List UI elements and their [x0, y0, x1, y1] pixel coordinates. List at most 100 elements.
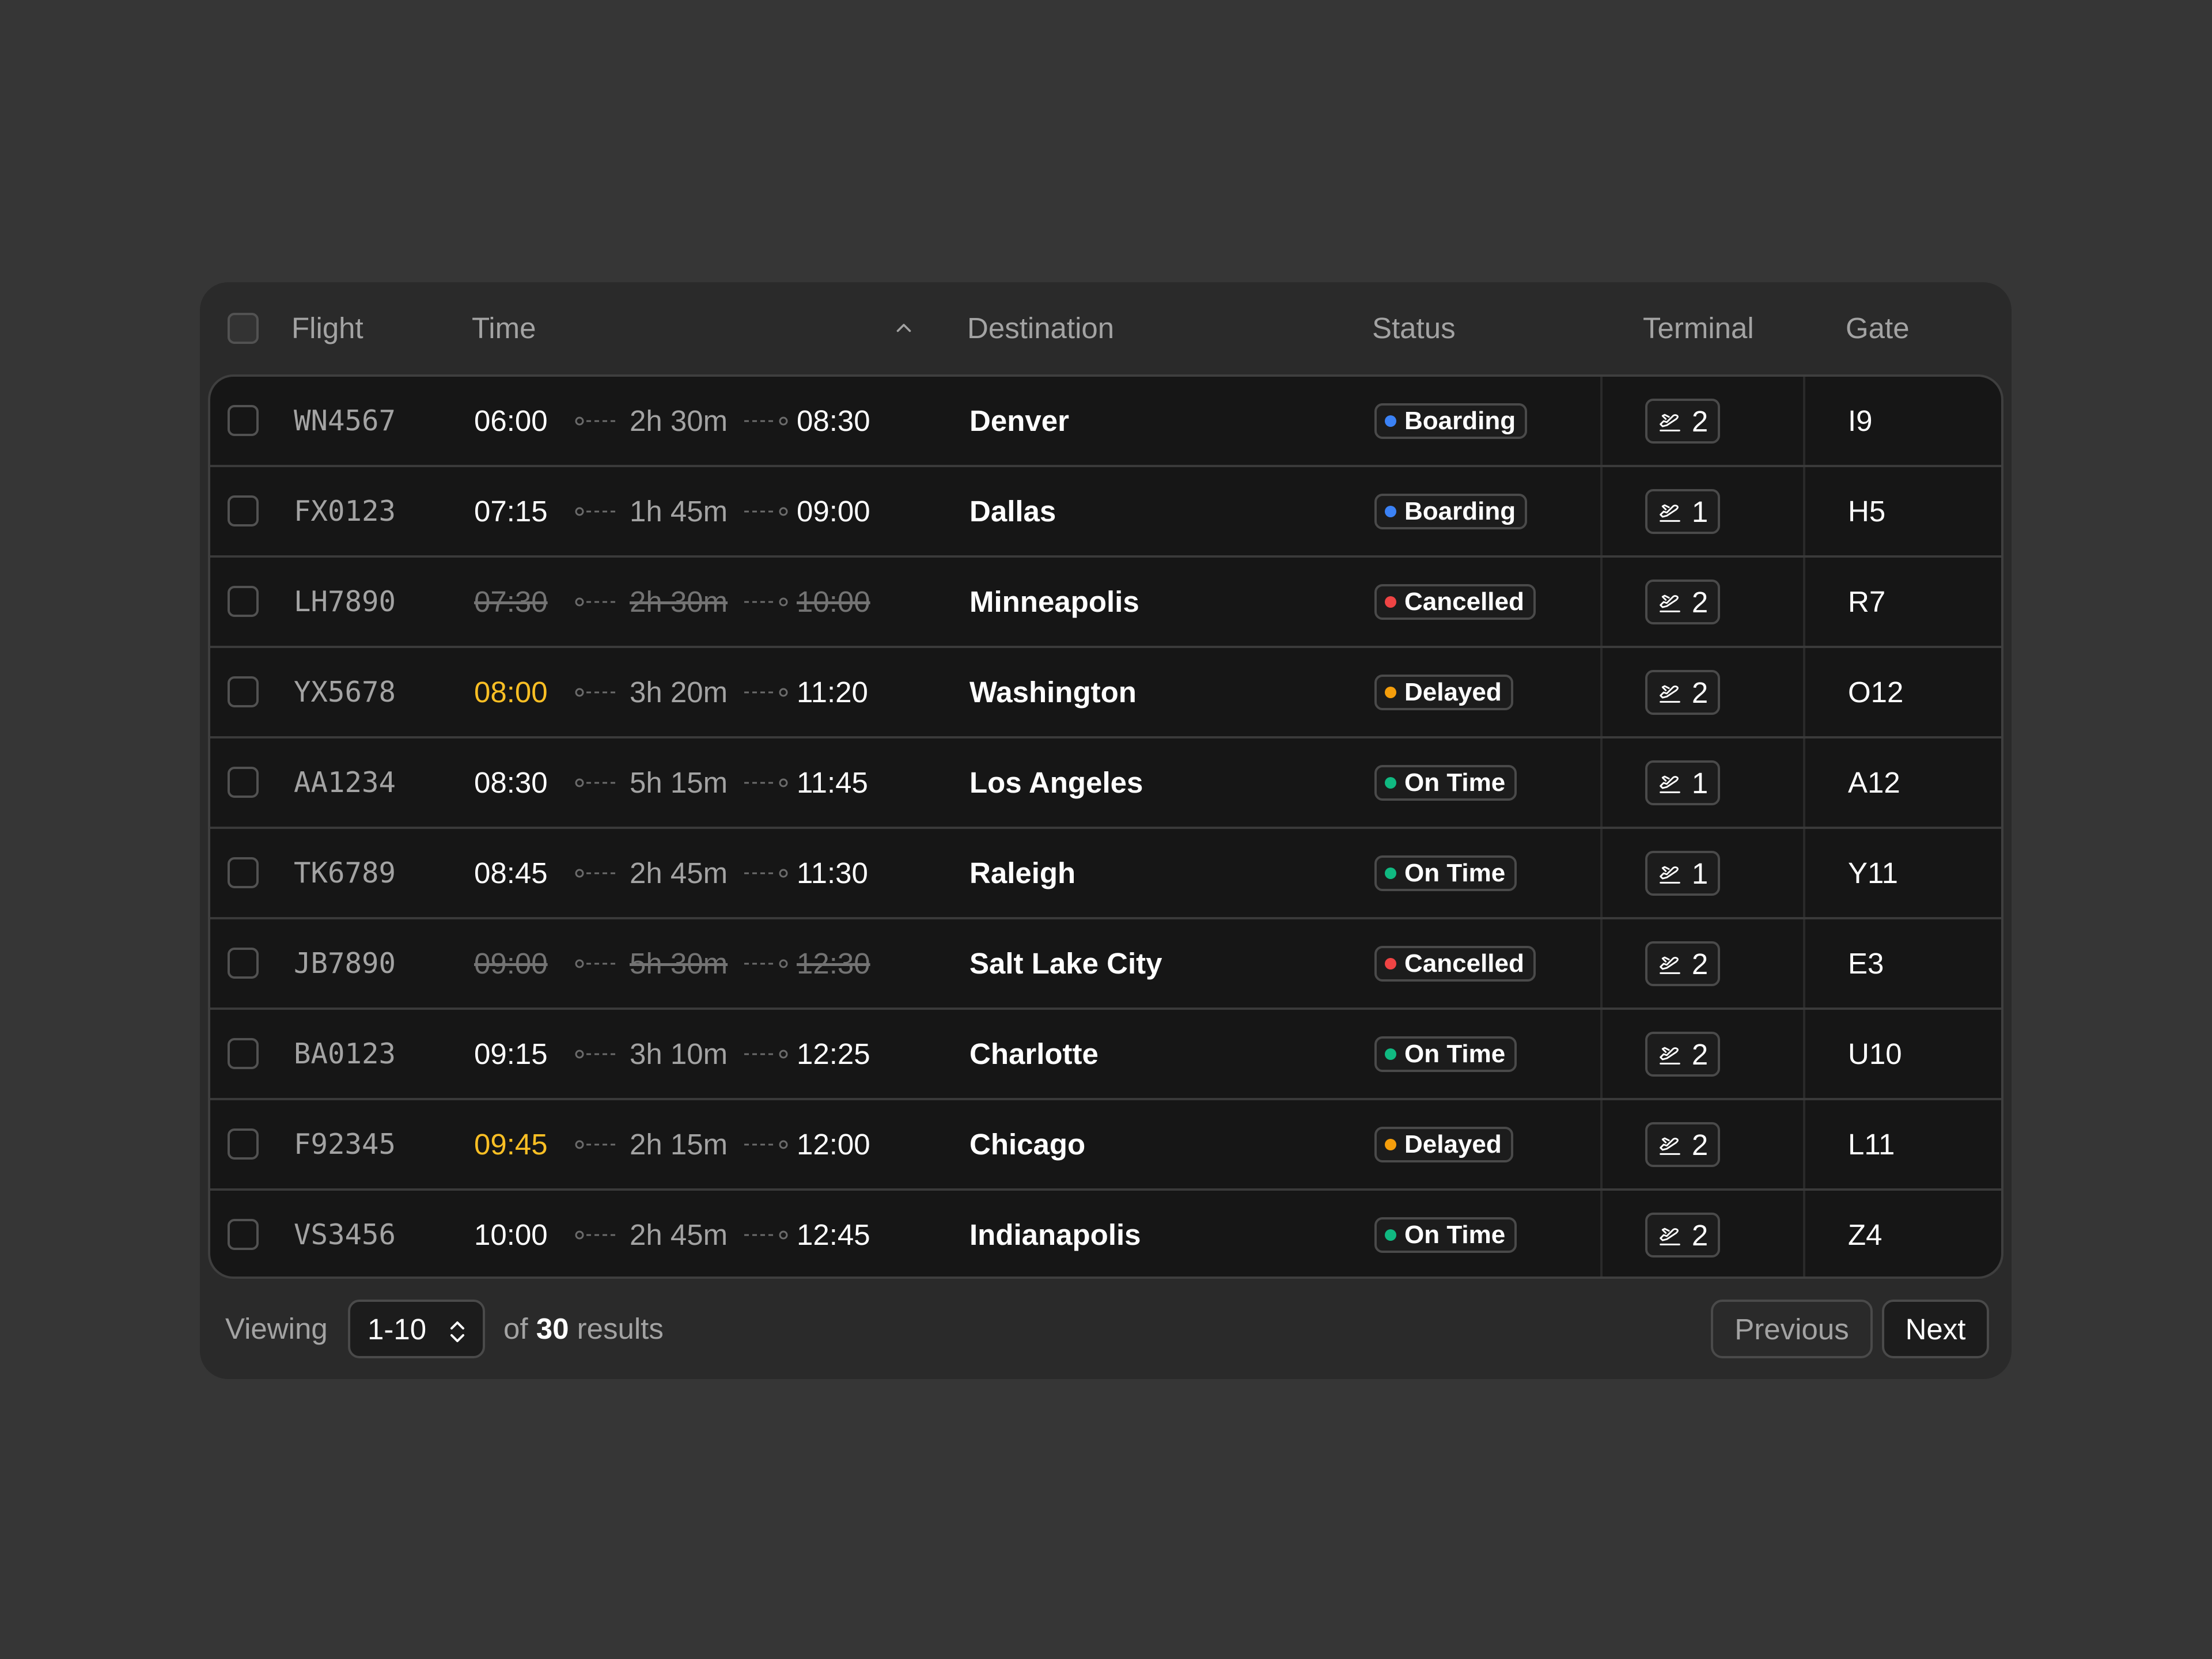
terminal-badge: 1: [1645, 760, 1720, 805]
duration-box: 2h 30m: [630, 377, 733, 465]
select-all-checkbox[interactable]: [228, 313, 259, 344]
destination: Los Angeles: [969, 766, 1143, 799]
row-checkbox[interactable]: [228, 405, 259, 436]
header-flight[interactable]: Flight: [291, 312, 363, 344]
table-row[interactable]: VS3456 10:00 2h 45m 12:45 Indianapolis On Tim…: [210, 1191, 2001, 1277]
destination: Raleigh: [969, 857, 1076, 889]
status-label: Cancelled: [1404, 588, 1524, 616]
route-end-connector: [733, 866, 797, 880]
header-gate[interactable]: Gate: [1846, 312, 1910, 344]
terminal-badge: 2: [1645, 399, 1720, 444]
departure-time: 07:30: [474, 585, 548, 618]
arrival-time: 08:30: [797, 404, 870, 437]
time-range: 07:30 2h 30m 10:00: [474, 558, 870, 646]
page-range-select[interactable]: 1-10: [348, 1300, 485, 1358]
flight-time: 08:45 2h 45m 11:30: [474, 829, 868, 917]
flights-table: WN4567 06:00 2h 30m 08:30 Denver Boarding 2 I9 F…: [208, 374, 2003, 1279]
row-checkbox[interactable]: [228, 1038, 259, 1069]
duration-box: 3h 10m: [630, 1010, 733, 1098]
status-badge: Cancelled: [1374, 584, 1536, 620]
gate: Y11: [1848, 857, 1898, 889]
header-time[interactable]: Time: [472, 312, 536, 344]
flight-time: 07:15 1h 45m 09:00: [474, 467, 870, 555]
time-range: 08:45 2h 45m 11:30: [474, 829, 868, 917]
route-start-connector: [566, 1047, 630, 1061]
time-range: 10:00 2h 45m 12:45: [474, 1191, 870, 1277]
time-range: 08:00 3h 20m 11:20: [474, 648, 868, 736]
status-label: On Time: [1404, 859, 1506, 887]
flight-number: VS3456: [294, 1218, 396, 1251]
row-checkbox[interactable]: [228, 767, 259, 798]
header-destination[interactable]: Destination: [967, 312, 1115, 344]
row-checkbox[interactable]: [228, 586, 259, 617]
route-end-connector: [733, 957, 797, 971]
flight-duration: 3h 10m: [630, 1037, 728, 1070]
status-badge: On Time: [1374, 1036, 1517, 1072]
terminal-badge: 2: [1645, 1032, 1720, 1077]
route-end-connector: [733, 776, 797, 790]
flight-time: 09:00 5h 30m 12:30: [474, 919, 870, 1007]
table-row[interactable]: F92345 09:45 2h 15m 12:00 Chicago Delayed 2 L11: [210, 1100, 2001, 1191]
table-row[interactable]: WN4567 06:00 2h 30m 08:30 Denver Boarding 2 I9: [210, 377, 2001, 467]
gate: E3: [1848, 947, 1884, 980]
arrival-time: 11:45: [797, 766, 868, 799]
column-divider: [1803, 829, 1805, 917]
gate: I9: [1848, 404, 1873, 437]
table-row[interactable]: TK6789 08:45 2h 45m 11:30 Raleigh On Time 1 Y11: [210, 829, 2001, 919]
plane-departure-icon: [1659, 594, 1680, 612]
terminal-number: 2: [1691, 947, 1709, 980]
arrival-time: 12:25: [797, 1037, 870, 1070]
status-label: Delayed: [1404, 678, 1502, 706]
row-checkbox[interactable]: [228, 495, 259, 527]
row-checkbox[interactable]: [228, 1128, 259, 1160]
table-row[interactable]: FX0123 07:15 1h 45m 09:00 Dallas Boarding 1 H5: [210, 467, 2001, 558]
next-button[interactable]: Next: [1882, 1300, 1989, 1358]
flight-time: 09:45 2h 15m 12:00: [474, 1100, 870, 1188]
header-terminal[interactable]: Terminal: [1643, 312, 1754, 344]
previous-button[interactable]: Previous: [1711, 1300, 1873, 1358]
row-checkbox[interactable]: [228, 1219, 259, 1250]
column-divider: [1600, 558, 1603, 646]
terminal-badge: 2: [1645, 1213, 1720, 1257]
chevron-up-down-icon: [450, 1321, 464, 1342]
column-divider: [1803, 467, 1805, 555]
terminal-badge: 2: [1645, 579, 1720, 624]
arrival-time: 10:00: [797, 585, 870, 618]
row-checkbox[interactable]: [228, 857, 259, 888]
column-divider: [1600, 919, 1603, 1007]
sort-ascending-icon[interactable]: [893, 318, 914, 339]
route-end-connector: [733, 505, 797, 518]
status-label: On Time: [1404, 1221, 1506, 1249]
row-checkbox[interactable]: [228, 948, 259, 979]
flight-time: 10:00 2h 45m 12:45: [474, 1191, 870, 1277]
header-status[interactable]: Status: [1372, 312, 1456, 344]
table-row[interactable]: JB7890 09:00 5h 30m 12:30 Salt Lake City Canc…: [210, 919, 2001, 1010]
table-row[interactable]: LH7890 07:30 2h 30m 10:00 Minneapolis Cancell…: [210, 558, 2001, 648]
flight-duration: 2h 45m: [630, 1218, 728, 1251]
duration-box: 2h 45m: [630, 829, 733, 917]
terminal-number: 1: [1691, 495, 1709, 528]
route-end-connector: [733, 595, 797, 609]
row-checkbox[interactable]: [228, 676, 259, 707]
status-dot: [1385, 777, 1396, 789]
flight-time: 08:30 5h 15m 11:45: [474, 738, 868, 827]
table-row[interactable]: AA1234 08:30 5h 15m 11:45 Los Angeles On Time…: [210, 738, 2001, 829]
duration-box: 2h 30m: [630, 558, 733, 646]
arrival-time: 11:30: [797, 857, 868, 889]
gate: Z4: [1848, 1218, 1883, 1251]
table-row[interactable]: YX5678 08:00 3h 20m 11:20 Washington Delayed 2…: [210, 648, 2001, 738]
plane-departure-icon: [1659, 414, 1680, 431]
status-badge: On Time: [1374, 765, 1517, 801]
route-end-connector: [733, 1047, 797, 1061]
arrival-time: 11:20: [797, 676, 868, 709]
departure-time: 08:45: [474, 857, 548, 889]
table-row[interactable]: BA0123 09:15 3h 10m 12:25 Charlotte On Time 2 U…: [210, 1010, 2001, 1100]
status-label: Delayed: [1404, 1130, 1502, 1158]
column-divider: [1600, 648, 1603, 736]
page-range-value: 1-10: [368, 1312, 427, 1346]
duration-box: 2h 45m: [630, 1191, 733, 1277]
departure-time: 08:00: [474, 676, 548, 709]
terminal-number: 1: [1691, 766, 1709, 800]
terminal-badge: 1: [1645, 851, 1720, 896]
status-dot: [1385, 506, 1396, 517]
